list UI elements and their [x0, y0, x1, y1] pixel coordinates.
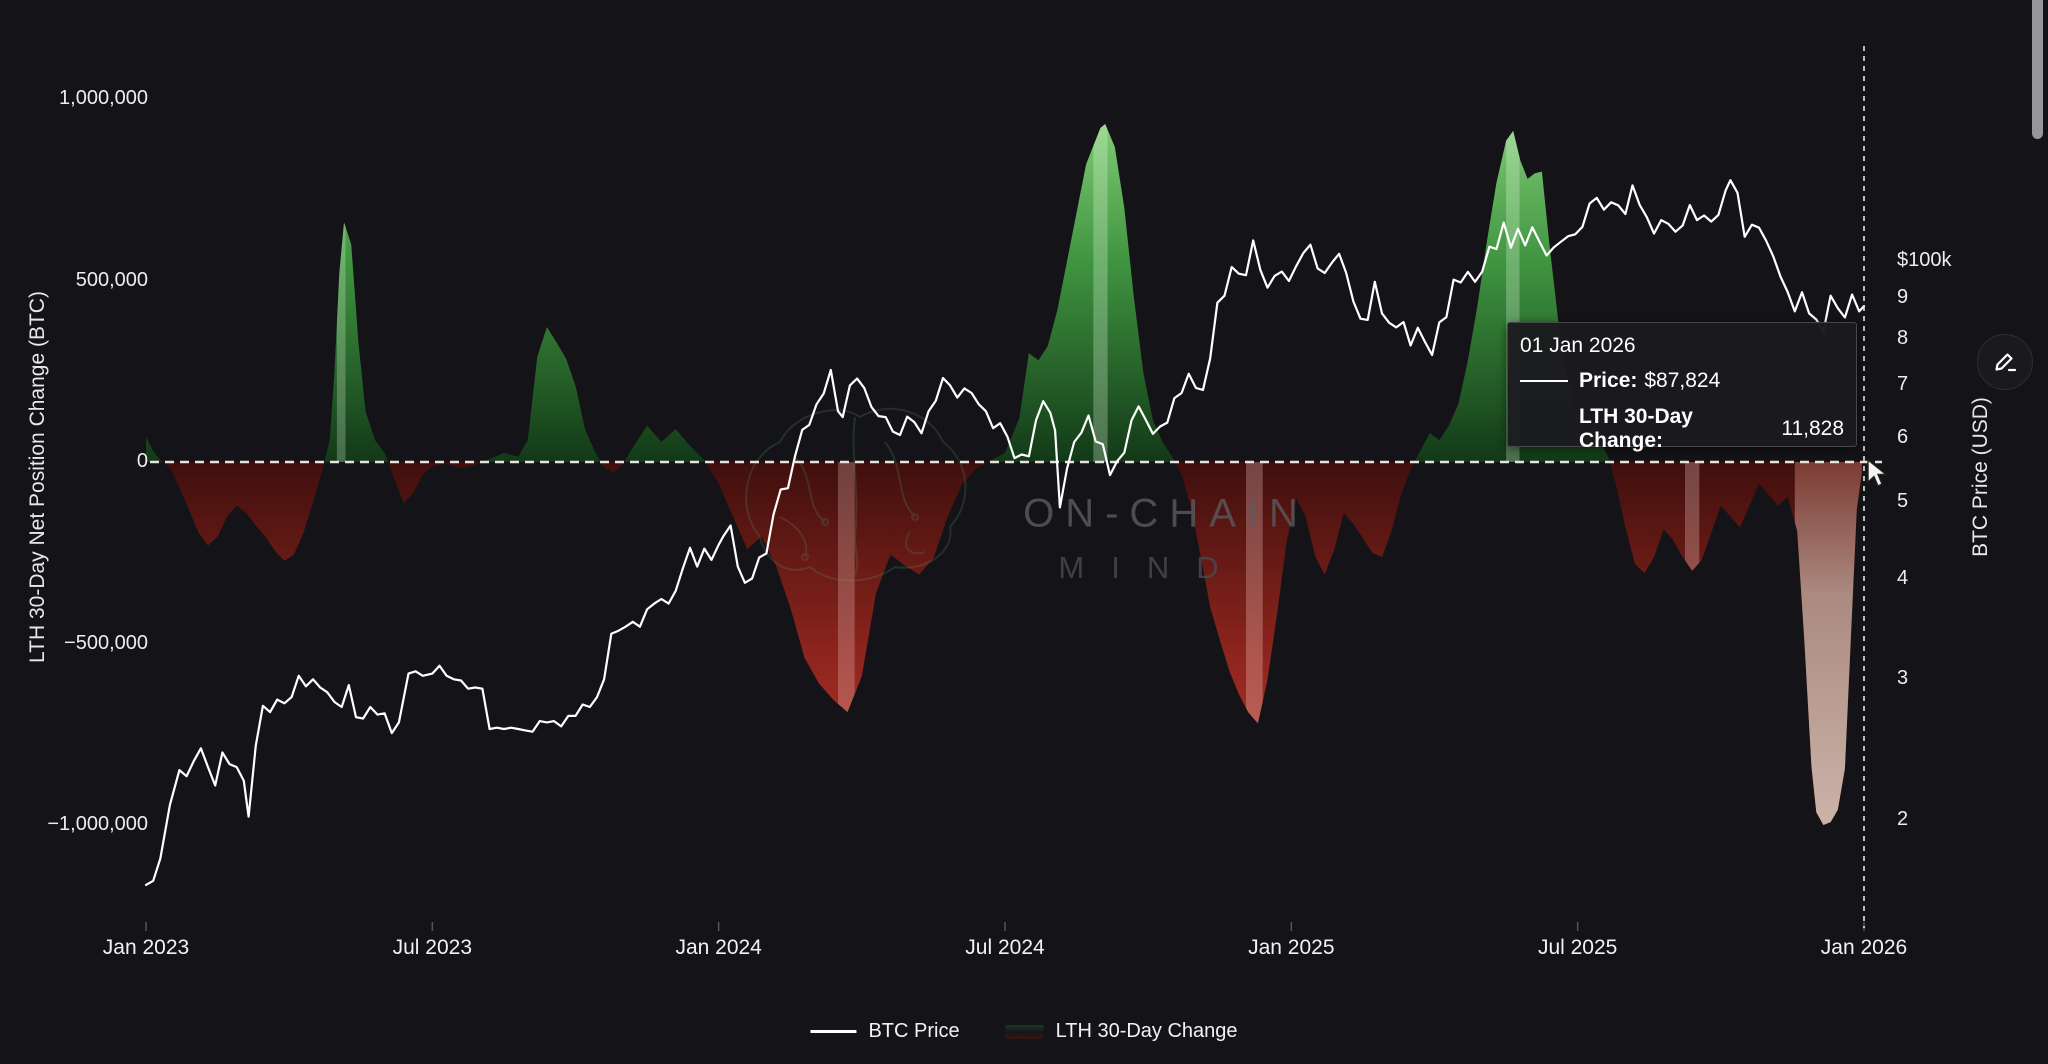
x-axis-tick-label: Jan 2026 — [1820, 936, 1908, 959]
tooltip-price-swatch-line — [1520, 380, 1568, 382]
x-axis-tick-label: Jan 2025 — [1248, 936, 1335, 959]
highlight-stripe — [838, 124, 855, 825]
left-axis-tick-label: −500,000 — [64, 631, 148, 654]
right-axis-tick-label: 9 — [1897, 285, 1909, 308]
right-axis-title: BTC Price (USD) — [1969, 397, 1992, 557]
legend-label: BTC Price — [868, 1020, 960, 1042]
chart-tooltip: 01 Jan 2026 Price: $87,824 LTH 30-Day Ch… — [1507, 322, 1857, 452]
lth-area-swatch — [1005, 1024, 1044, 1039]
chart-legend: BTC Price LTH 30-Day Change — [810, 1020, 1238, 1043]
highlight-stripe — [1246, 124, 1263, 825]
right-axis-tick-label: 8 — [1897, 326, 1909, 349]
btc-price-line — [144, 179, 1866, 887]
lth-positive-area — [146, 124, 1864, 462]
right-axis-tick-label: 4 — [1897, 567, 1909, 590]
x-axis-tick-label: Jul 2023 — [392, 936, 473, 959]
left-axis-tick-label: −1,000,000 — [47, 813, 148, 835]
right-axis-tick-label: 3 — [1897, 667, 1909, 690]
x-axis-tick-label: Jul 2025 — [1537, 936, 1618, 959]
left-axis-title: LTH 30-Day Net Position Change (BTC) — [26, 291, 49, 663]
pencil-icon — [1995, 353, 2017, 372]
watermark-text-line1: ON-CHAIN — [1023, 491, 1309, 536]
price-line-swatch — [810, 1030, 857, 1033]
tooltip-change-label: LTH 30-Day Change: — [1579, 405, 1693, 452]
right-axis-tick-label: 2 — [1897, 808, 1909, 831]
vertical-scrollbar-thumb[interactable] — [2032, 0, 2043, 139]
right-axis-tick-label: 7 — [1897, 372, 1909, 395]
legend-item-lth-change[interactable]: LTH 30-Day Change — [1005, 1020, 1238, 1043]
legend-label: LTH 30-Day Change — [1055, 1020, 1238, 1042]
highlight-stripe — [336, 124, 346, 825]
tooltip-price-label: Price: — [1579, 369, 1638, 392]
right-axis-tick-label: $100k — [1897, 249, 1952, 271]
left-axis-tick-label: 1,000,000 — [59, 87, 148, 109]
tooltip-price-value: $87,824 — [1644, 369, 1721, 392]
right-axis-tick-label: 5 — [1897, 489, 1909, 512]
x-axis-tick-label: Jan 2023 — [102, 936, 190, 959]
x-axis-tick-label: Jan 2024 — [675, 936, 762, 959]
legend-item-btc-price[interactable]: BTC Price — [810, 1020, 960, 1043]
left-axis-tick-label: 0 — [136, 450, 148, 472]
highlight-stripe — [1506, 124, 1520, 825]
x-axis-tick-label: Jul 2024 — [965, 936, 1045, 959]
tooltip-date: 01 Jan 2026 — [1520, 334, 1636, 357]
brain-watermark-logo — [745, 407, 967, 582]
tooltip-change-value: 11,828 — [1781, 417, 1844, 440]
watermark-text-line2: MIND — [1058, 550, 1246, 585]
edit-button[interactable] — [1977, 334, 2033, 390]
mouse-cursor — [1867, 459, 1888, 487]
highlight-stripe — [1685, 124, 1700, 825]
highlight-stripe — [1093, 124, 1108, 825]
lth-negative-area — [146, 462, 1864, 825]
x-axis-tick-marks — [145, 922, 1865, 931]
right-axis-tick-label: 6 — [1897, 426, 1909, 449]
lth-muted-area — [1794, 462, 1862, 825]
left-axis-tick-label: 500,000 — [75, 268, 148, 291]
